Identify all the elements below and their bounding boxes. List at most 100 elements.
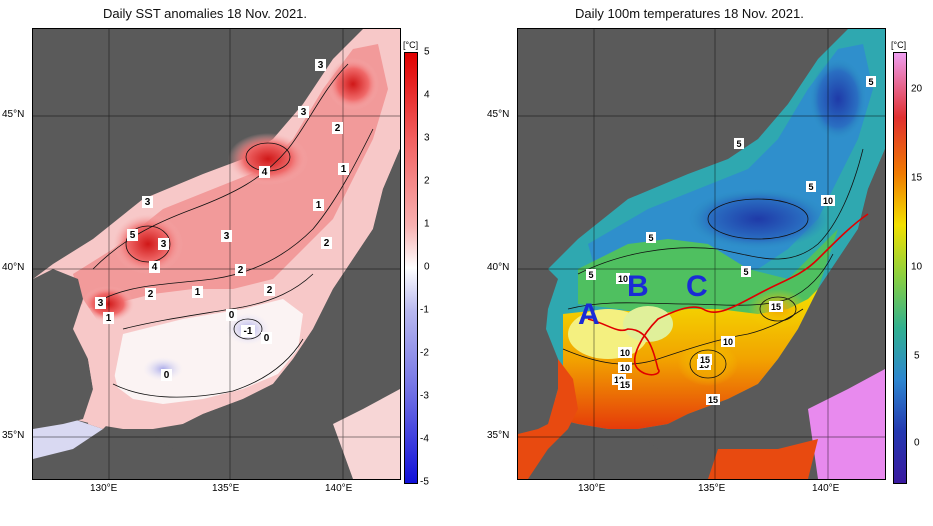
lon-label: 130°E — [90, 483, 118, 494]
contour-label: 1 — [103, 312, 114, 324]
lat-label: 45°N — [487, 109, 510, 120]
svg-text:10: 10 — [618, 274, 628, 284]
contour-label: 2 — [321, 237, 332, 249]
contour-label: 0 — [161, 369, 172, 381]
left-map: 3 3 2 1 1 2 4 3 5 3 4 3 2 2 1 3 1 2 0 -1 — [32, 28, 401, 480]
contour-label: 5 — [808, 181, 818, 192]
lon-label: 140°E — [812, 483, 840, 494]
left-colorbar-unit: [°C] — [403, 40, 419, 50]
contour-label: 2 — [264, 284, 275, 296]
contour-label: 3 — [221, 230, 232, 242]
contour-label: 0 — [226, 309, 237, 321]
contour-label: 5 — [741, 266, 751, 277]
contour-label: -1 — [241, 325, 255, 337]
colorbar-tick: 20 — [911, 83, 923, 95]
contour-label: 15 — [706, 394, 720, 405]
track-line — [587, 213, 869, 376]
svg-text:1: 1 — [195, 287, 201, 298]
right-colorbar — [893, 52, 907, 484]
svg-text:3: 3 — [224, 231, 230, 242]
svg-text:5: 5 — [130, 230, 136, 241]
colorbar-tick: -3 — [420, 390, 429, 402]
svg-text:2: 2 — [238, 265, 244, 276]
contour-label: 3 — [315, 59, 326, 71]
lat-label: 35°N — [2, 430, 25, 441]
lon-label: 135°E — [212, 483, 240, 494]
left-title: Daily SST anomalies 18 Nov. 2021. — [103, 6, 308, 21]
lat-label: 35°N — [487, 430, 510, 441]
svg-text:15: 15 — [771, 302, 781, 312]
svg-text:10: 10 — [723, 337, 733, 347]
right-colorbar-unit: [°C] — [891, 40, 907, 50]
contour-label: 3 — [298, 106, 309, 118]
colorbar-tick: 0 — [914, 437, 920, 449]
colorbar-tick: 15 — [911, 172, 923, 184]
contour-label: 5 — [646, 232, 656, 243]
temperature-100m-map: 5 5 5 10 5 5 10 10 10 15 15 10 15 15 5 1… — [518, 29, 885, 479]
contour-label: 3 — [95, 297, 106, 309]
svg-text:3: 3 — [98, 298, 104, 309]
svg-text:5: 5 — [743, 267, 748, 277]
contour-label: 2 — [235, 264, 246, 276]
svg-text:5: 5 — [808, 182, 813, 192]
contour-label: 4 — [259, 166, 270, 178]
svg-text:5: 5 — [736, 139, 741, 149]
svg-text:15: 15 — [700, 355, 710, 365]
colorbar-tick: 0 — [424, 261, 430, 273]
contour-label: 10 — [821, 195, 835, 206]
colorbar-tick: 1 — [424, 218, 430, 230]
svg-text:3: 3 — [301, 107, 307, 118]
svg-text:10: 10 — [823, 196, 833, 206]
svg-text:5: 5 — [868, 77, 873, 87]
svg-text:3: 3 — [318, 60, 324, 71]
contour-label: 4 — [149, 261, 160, 273]
region-label-a: A — [578, 298, 600, 331]
svg-text:0: 0 — [229, 310, 235, 321]
right-title: Daily 100m temperatures 18 Nov. 2021. — [575, 6, 804, 21]
svg-text:3: 3 — [161, 239, 167, 250]
contour-label: 3 — [142, 196, 153, 208]
lat-label: 40°N — [487, 262, 510, 273]
region-label-b: B — [627, 270, 649, 303]
svg-text:1: 1 — [316, 200, 322, 211]
contour-label: 5 — [734, 138, 744, 149]
svg-text:2: 2 — [324, 238, 330, 249]
lat-label: 40°N — [2, 262, 25, 273]
colorbar-tick: 3 — [424, 132, 430, 144]
lon-label: 135°E — [698, 483, 726, 494]
svg-text:5: 5 — [588, 270, 593, 280]
svg-text:4: 4 — [152, 262, 158, 273]
contour-label: 10 — [618, 362, 632, 373]
contour-label: 0 — [261, 332, 272, 344]
colorbar-tick: 4 — [424, 89, 430, 101]
colorbar-tick: 5 — [914, 350, 920, 362]
svg-text:1: 1 — [106, 313, 112, 324]
right-map: 5 5 5 10 5 5 10 10 10 15 15 10 15 15 5 1… — [517, 28, 886, 480]
svg-text:4: 4 — [262, 167, 268, 178]
contour-label: 10 — [721, 336, 735, 347]
contour-label: 2 — [332, 122, 343, 134]
colorbar-tick: -4 — [420, 433, 429, 445]
svg-text:0: 0 — [264, 333, 270, 344]
svg-text:15: 15 — [620, 380, 630, 390]
svg-text:1: 1 — [341, 164, 347, 175]
colorbar-tick: 2 — [424, 175, 430, 187]
contour-label: 1 — [192, 286, 203, 298]
lat-label: 45°N — [2, 109, 25, 120]
colorbar-tick: 5 — [424, 46, 430, 58]
lon-label: 140°E — [325, 483, 353, 494]
lon-label: 130°E — [578, 483, 606, 494]
contour-label: 5 — [806, 181, 816, 192]
svg-text:2: 2 — [267, 285, 273, 296]
svg-text:2: 2 — [148, 289, 154, 300]
contour-label: 10 — [616, 273, 630, 284]
contour-label: 15 — [618, 379, 632, 390]
contour-label: 1 — [338, 163, 349, 175]
contour-label: 2 — [145, 288, 156, 300]
contour-label: 3 — [158, 238, 169, 250]
contour-label: 5 — [586, 269, 596, 280]
colorbar-tick: -1 — [420, 304, 429, 316]
contour-label: 5 — [127, 229, 138, 241]
sst-anomaly-map: 3 3 2 1 1 2 4 3 5 3 4 3 2 2 1 3 1 2 0 -1 — [33, 29, 400, 479]
svg-text:5: 5 — [648, 233, 653, 243]
